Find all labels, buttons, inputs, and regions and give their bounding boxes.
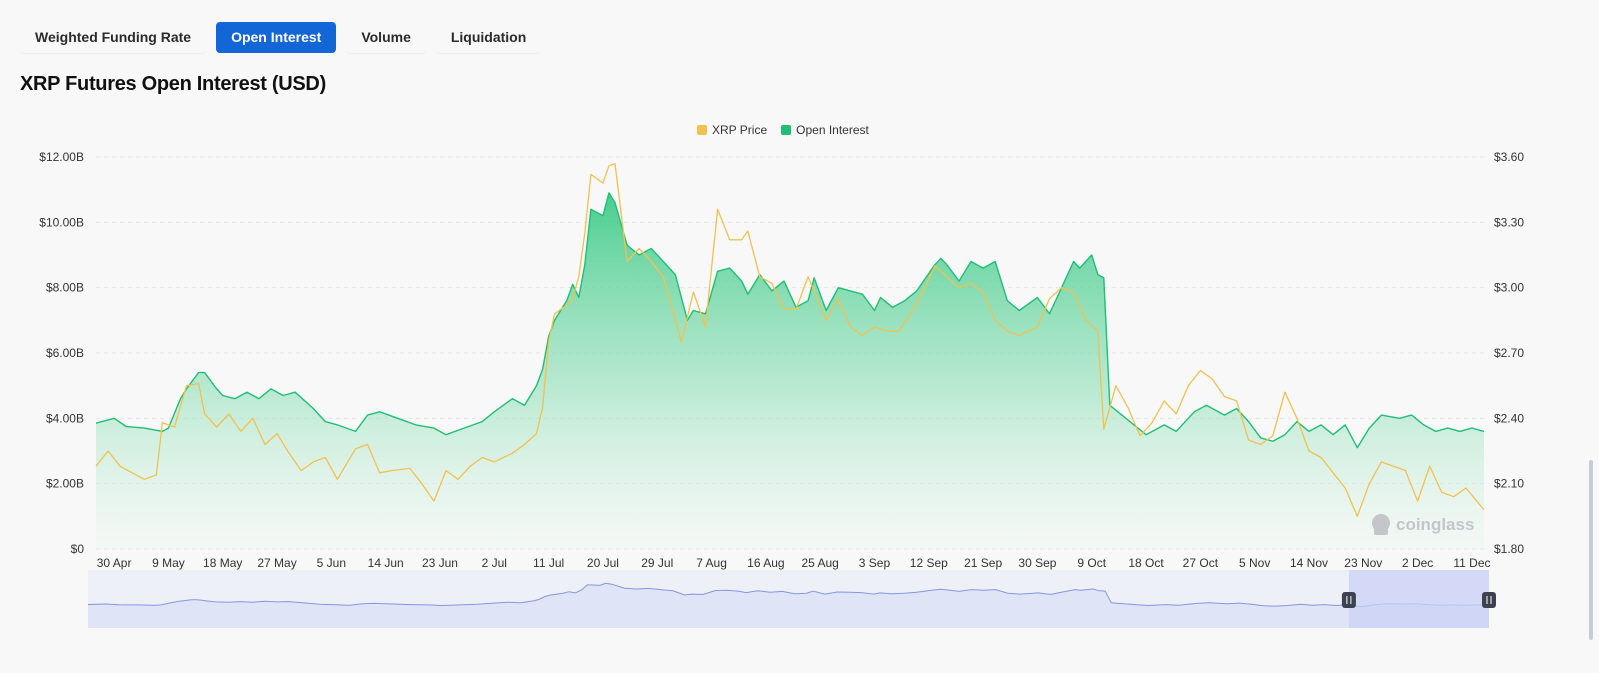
x-tick-label: 9 Oct [1077, 556, 1106, 570]
x-tick-label: 2 Jul [482, 556, 507, 570]
navigator-area [88, 583, 1489, 628]
navigator-handle-right[interactable] [1482, 592, 1496, 608]
x-tick-label: 25 Aug [801, 556, 838, 570]
navigator-selection[interactable] [1348, 570, 1489, 628]
x-tick-label: 2 Dec [1402, 556, 1433, 570]
x-tick-label: 5 Nov [1239, 556, 1270, 570]
xrp-price-line [95, 162, 1485, 517]
y-left-tick-label: $8.00B [46, 281, 84, 295]
legend-item-price[interactable]: XRP Price [697, 123, 767, 137]
x-tick-label: 11 Dec [1453, 556, 1490, 570]
navigator-line [87, 582, 1490, 608]
legend-label-open-interest: Open Interest [796, 123, 869, 137]
navigator-handle-left[interactable] [1341, 592, 1356, 608]
y-right-tick-label: $2.40 [1494, 411, 1524, 425]
x-tick-label: 30 Sep [1018, 556, 1056, 570]
y-left-tick-label: $4.00B [46, 411, 84, 425]
legend-label-price: XRP Price [712, 123, 768, 137]
x-tick-label: 12 Sep [910, 556, 948, 570]
x-tick-label: 23 Nov [1344, 556, 1382, 570]
x-tick-label: 7 Aug [696, 556, 727, 570]
x-tick-label: 27 Oct [1183, 556, 1219, 570]
tab-volume[interactable]: Volume [346, 22, 426, 53]
open-interest-area [96, 192, 1484, 549]
x-tick-label: 23 Jun [422, 556, 458, 570]
y-right-tick-label: $1.80 [1494, 542, 1524, 556]
coinglass-watermark: coinglass [1372, 514, 1474, 535]
x-tick-label: 14 Jun [368, 556, 404, 570]
x-tick-label: 11 Jul [533, 556, 564, 570]
x-tick-label: 21 Sep [964, 556, 1002, 570]
page-scrollbar[interactable] [1589, 460, 1593, 640]
x-tick-label: 18 May [203, 556, 242, 570]
chart-legend: XRP Price Open Interest [697, 123, 869, 137]
y-left-tick-label: $2.00B [46, 477, 84, 491]
y-axis-right: $1.80 $2.10 $2.40 $2.70 $3.00 $3.30 $3.60 [1494, 150, 1524, 556]
x-tick-label: 30 Apr [97, 556, 132, 570]
y-left-tick-label: $10.00B [39, 215, 84, 229]
metric-tabs: Weighted Funding Rate Open Interest Volu… [20, 22, 542, 53]
tab-open-interest[interactable]: Open Interest [216, 22, 337, 53]
tab-weighted-funding-rate[interactable]: Weighted Funding Rate [20, 22, 207, 53]
legend-swatch-open-interest [781, 125, 792, 135]
x-tick-label: 29 Jul [641, 556, 673, 570]
watermark-text: coinglass [1396, 515, 1474, 534]
x-tick-label: 9 May [152, 556, 185, 570]
chart-title: XRP Futures Open Interest (USD) [20, 73, 326, 95]
range-navigator[interactable] [87, 570, 1496, 628]
x-tick-label: 18 Oct [1128, 556, 1164, 570]
x-axis: 30 Apr 9 May 18 May 27 May 5 Jun 14 Jun 23 Jun… [97, 556, 1491, 570]
y-left-tick-label: $12.00B [39, 150, 84, 164]
coinglass-logo-icon [1372, 514, 1390, 535]
x-tick-label: 16 Aug [747, 556, 784, 570]
y-right-tick-label: $3.00 [1494, 281, 1524, 295]
y-axis-left: $0 $2.00B $4.00B $6.00B $8.00B $10.00B $12.00B [39, 150, 84, 556]
x-tick-label: 20 Jul [587, 556, 619, 570]
handle-grip[interactable] [1482, 592, 1496, 608]
legend-swatch-price [697, 125, 707, 135]
y-right-tick-label: $3.30 [1494, 215, 1524, 229]
y-right-tick-label: $2.70 [1494, 346, 1524, 360]
x-tick-label: 5 Jun [317, 556, 346, 570]
y-right-tick-label: $3.60 [1494, 150, 1524, 164]
x-tick-label: 3 Sep [859, 556, 891, 570]
legend-item-open-interest[interactable]: Open Interest [781, 123, 869, 137]
x-tick-label: 14 Nov [1290, 556, 1328, 570]
y-left-tick-label: $0 [71, 542, 85, 556]
handle-grip[interactable] [1341, 592, 1356, 608]
x-tick-label: 27 May [257, 556, 296, 570]
tab-liquidation[interactable]: Liquidation [435, 22, 542, 53]
y-right-tick-label: $2.10 [1494, 477, 1524, 491]
plot-area [95, 162, 1485, 549]
y-left-tick-label: $6.00B [46, 346, 84, 360]
